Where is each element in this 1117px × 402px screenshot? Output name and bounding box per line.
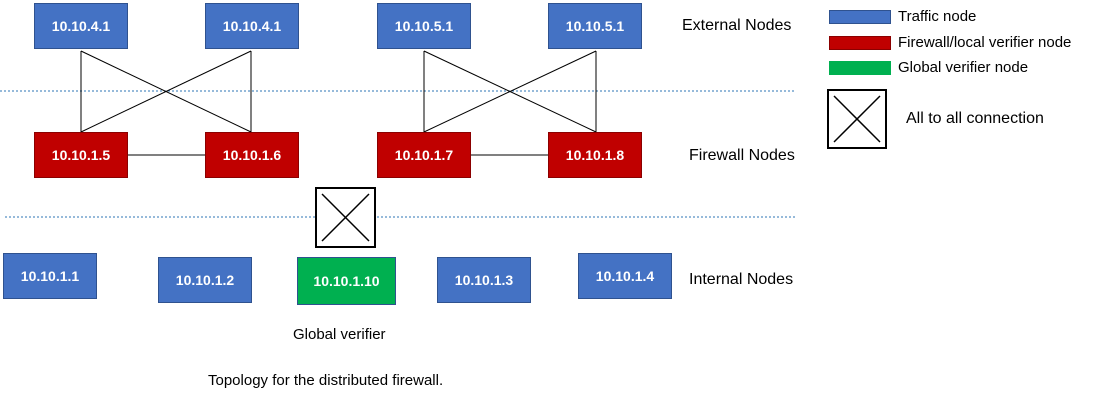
internal-node-2: 10.10.1.2 xyxy=(158,257,252,303)
link-ext2-fw1 xyxy=(80,50,252,133)
link-ext4-fw3 xyxy=(423,50,597,133)
legend-swatch-global xyxy=(829,61,891,75)
firewall-node-2: 10.10.1.6 xyxy=(205,132,299,178)
internal-node-1: 10.10.1.1 xyxy=(3,253,97,299)
external-node-1: 10.10.4.1 xyxy=(34,3,128,49)
legend-label-all-to-all: All to all connection xyxy=(906,110,1044,127)
legend-label-firewall: Firewall/local verifier node xyxy=(898,34,1072,51)
firewall-node-1: 10.10.1.5 xyxy=(34,132,128,178)
legend-swatch-traffic xyxy=(829,10,891,24)
tier-label-external: External Nodes xyxy=(682,17,792,34)
legend-swatch-firewall xyxy=(829,36,891,50)
global-verifier-node: 10.10.1.10 xyxy=(297,257,396,305)
figure-caption: Topology for the distributed firewall. xyxy=(208,372,444,389)
legend-label-traffic: Traffic node xyxy=(898,8,977,25)
internal-node-3: 10.10.1.3 xyxy=(437,257,531,303)
all-to-all-box-legend xyxy=(827,89,887,149)
firewall-node-4: 10.10.1.8 xyxy=(548,132,642,178)
tier-label-internal: Internal Nodes xyxy=(689,271,794,288)
external-node-4: 10.10.5.1 xyxy=(548,3,642,49)
global-verifier-caption: Global verifier xyxy=(293,326,386,343)
legend-label-global: Global verifier node xyxy=(898,59,1029,76)
firewall-node-3: 10.10.1.7 xyxy=(377,132,471,178)
external-node-2: 10.10.4.1 xyxy=(205,3,299,49)
external-node-3: 10.10.5.1 xyxy=(377,3,471,49)
internal-node-4: 10.10.1.4 xyxy=(578,253,672,299)
tier-label-firewall: Firewall Nodes xyxy=(689,147,795,164)
all-to-all-box-diagram xyxy=(315,187,376,248)
